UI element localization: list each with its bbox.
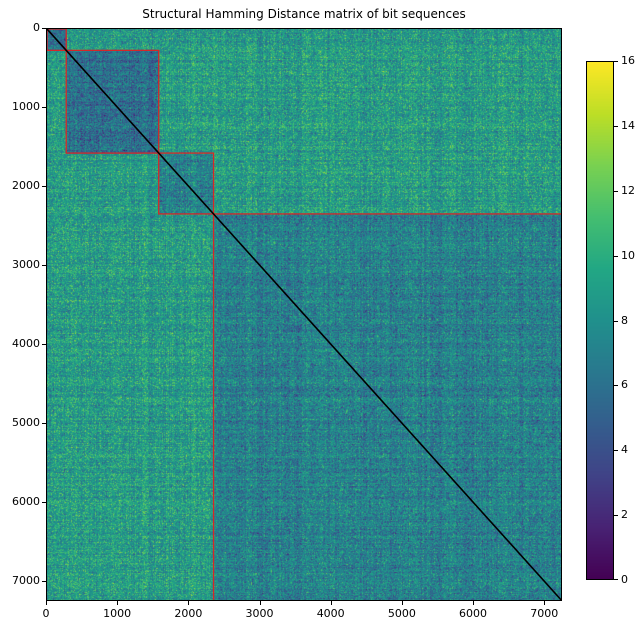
colorbar-tick-mark <box>614 320 618 322</box>
y-tick-label: 0 <box>33 21 40 34</box>
colorbar-tick-mark <box>614 190 618 192</box>
chart-title: Structural Hamming Distance matrix of bi… <box>142 7 466 21</box>
colorbar-tick-label: 6 <box>621 378 628 392</box>
colorbar-tick-mark <box>614 61 618 62</box>
colorbar-tick-label: 14 <box>621 118 635 132</box>
x-tick-label: 5000 <box>387 607 416 620</box>
cluster-box <box>212 213 561 600</box>
y-tick-label: 2000 <box>12 179 40 193</box>
y-tick-label: 5000 <box>12 416 40 430</box>
y-tick-label: 6000 <box>12 495 40 509</box>
y-tick-label: 3000 <box>12 258 40 272</box>
y-tick-mark <box>42 581 46 583</box>
x-tick-mark <box>188 601 190 605</box>
x-tick-label: 4000 <box>316 607 345 620</box>
colorbar-tick-label: 10 <box>621 248 635 262</box>
colorbar-gradient <box>587 62 613 579</box>
x-tick-mark <box>330 601 332 605</box>
y-tick-label: 7000 <box>12 574 40 588</box>
cluster-overlay <box>47 29 561 600</box>
colorbar-tick-label: 2 <box>621 508 628 522</box>
y-tick-mark <box>42 186 46 188</box>
y-tick-mark <box>42 423 46 425</box>
y-tick-label: 4000 <box>12 337 40 351</box>
colorbar-tick-label: 0 <box>621 573 628 586</box>
cluster-box <box>65 49 160 154</box>
heatmap-plot-area <box>46 28 562 601</box>
colorbar-tick-mark <box>614 450 618 452</box>
colorbar-tick-mark <box>614 385 618 387</box>
colorbar-tick-label: 8 <box>621 313 628 327</box>
y-tick-mark <box>42 107 46 109</box>
cluster-box <box>47 29 67 51</box>
y-tick-mark <box>42 344 46 346</box>
colorbar-tick-mark <box>614 579 618 580</box>
cluster-box <box>158 152 215 215</box>
colorbar <box>586 61 614 580</box>
x-tick-mark <box>117 601 119 605</box>
colorbar-tick-mark <box>614 255 618 257</box>
y-tick-label: 1000 <box>12 100 40 114</box>
colorbar-tick-mark <box>614 515 618 517</box>
x-tick-label: 2000 <box>174 607 203 620</box>
colorbar-tick-label: 4 <box>621 443 628 457</box>
y-tick-mark <box>42 502 46 504</box>
colorbar-tick-label: 16 <box>621 54 635 67</box>
x-tick-mark <box>46 601 47 605</box>
x-tick-label: 1000 <box>103 607 132 620</box>
x-tick-label: 3000 <box>245 607 274 620</box>
y-tick-mark <box>42 265 46 267</box>
x-tick-mark <box>259 601 261 605</box>
x-tick-mark <box>544 601 546 605</box>
x-tick-label: 7000 <box>530 607 559 620</box>
x-tick-mark <box>473 601 475 605</box>
x-tick-label: 6000 <box>459 607 488 620</box>
colorbar-tick-label: 12 <box>621 183 635 197</box>
y-tick-mark <box>42 28 46 29</box>
colorbar-tick-mark <box>614 125 618 127</box>
x-tick-mark <box>401 601 403 605</box>
x-tick-label: 0 <box>42 607 50 620</box>
